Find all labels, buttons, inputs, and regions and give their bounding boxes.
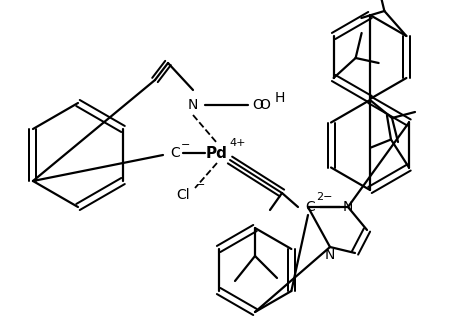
Text: 2−: 2− (316, 192, 332, 202)
Text: C: C (170, 146, 180, 160)
Text: 4+: 4+ (230, 138, 246, 148)
Text: −: − (196, 180, 206, 190)
Text: −: − (181, 140, 191, 150)
Text: C: C (305, 200, 315, 214)
Text: O: O (260, 98, 271, 112)
Text: N: N (325, 248, 335, 262)
Text: H: H (275, 91, 285, 105)
Text: Cl: Cl (176, 188, 190, 202)
Text: Pd: Pd (206, 146, 228, 160)
Text: N: N (188, 98, 198, 112)
Text: O: O (253, 98, 263, 112)
Text: N: N (343, 200, 353, 214)
